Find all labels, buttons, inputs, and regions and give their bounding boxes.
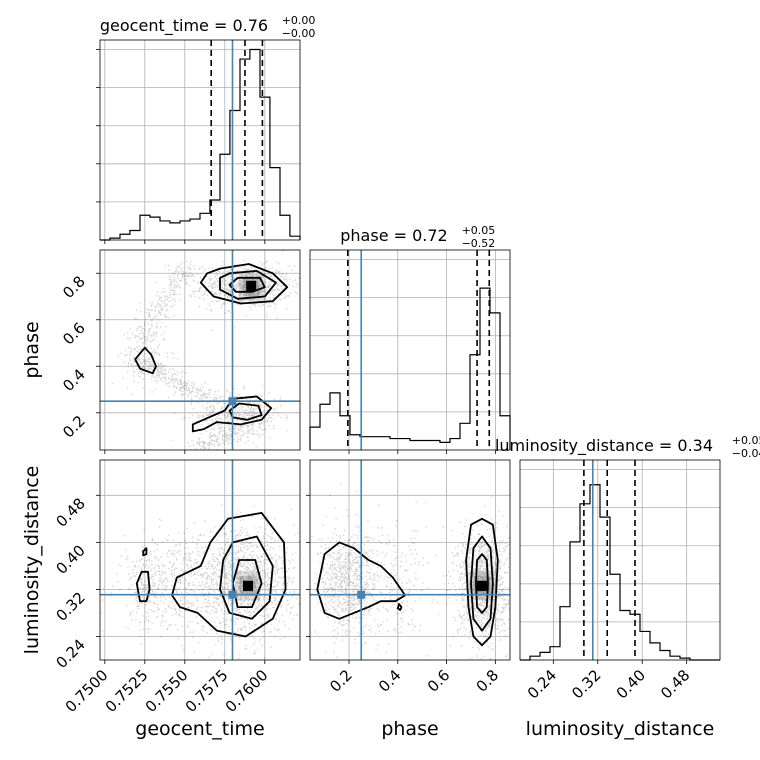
title-lower-error: −0.00 <box>282 27 316 40</box>
x-tick-label-geocent_time: 0.7575 <box>182 666 232 716</box>
y-tick-label-phase: 0.6 <box>59 319 89 349</box>
y-axis-label-phase: phase <box>21 321 43 378</box>
title-value: geocent_time = 0.76 <box>100 16 268 36</box>
y-tick-label-phase: 0.8 <box>59 272 89 302</box>
scatter-layer <box>100 504 300 659</box>
panel-scatter-geocent_time-luminosity_distance <box>96 459 301 664</box>
contour-level <box>135 570 151 603</box>
axes-frame <box>519 459 721 661</box>
axes-frame <box>99 459 301 661</box>
panel-scatter-geocent_time-phase <box>96 249 301 454</box>
title-upper-error: +0.00 <box>282 14 316 27</box>
density-peak-bin <box>246 281 257 292</box>
contour-level <box>219 535 274 620</box>
x-tick-label-geocent_time: 0.7525 <box>102 666 152 716</box>
x-tick-label-luminosity_distance: 0.32 <box>568 666 604 702</box>
panel-hist-luminosity_distance: luminosity_distance = 0.34 +0.05−0.04 <box>495 434 760 664</box>
histogram-step-phase <box>309 287 511 450</box>
contour-level <box>142 547 148 557</box>
x-tick-label-luminosity_distance: 0.40 <box>613 666 649 702</box>
x-tick-label-phase: 0.6 <box>424 666 454 696</box>
y-tick-label-luminosity_distance: 0.24 <box>52 636 88 672</box>
posterior-samples <box>111 250 300 450</box>
truth-marker <box>228 590 237 599</box>
x-tick-label-phase: 0.8 <box>473 666 503 696</box>
x-tick-label-geocent_time: 0.7550 <box>142 666 192 716</box>
contour-level <box>470 535 494 632</box>
x-tick-label-luminosity_distance: 0.48 <box>657 666 693 702</box>
panel-hist-geocent_time: geocent_time = 0.76 +0.00−0.00 <box>96 14 315 244</box>
contour-level <box>475 553 489 614</box>
density-peak-bin <box>243 580 253 591</box>
axes-frame <box>309 459 511 661</box>
x-tick-label-luminosity_distance: 0.24 <box>524 666 560 702</box>
title-value: phase = 0.72 <box>340 226 447 245</box>
density-peak-bin <box>476 580 487 591</box>
contour-level <box>191 395 273 433</box>
x-axis-label-geocent_time: geocent_time <box>135 718 264 740</box>
axes-frame <box>99 39 301 241</box>
title-upper-error: +0.05 <box>462 224 496 237</box>
axes-frame <box>309 249 511 451</box>
truth-marker <box>228 397 237 406</box>
x-tick-label-geocent_time: 0.7600 <box>222 666 272 716</box>
posterior-samples <box>311 483 510 660</box>
contour-level <box>134 346 157 375</box>
y-tick-label-phase: 0.2 <box>59 412 89 442</box>
contour-level <box>465 517 499 647</box>
posterior-samples <box>100 504 300 659</box>
contour-level <box>228 402 263 421</box>
title-upper-error: +0.05 <box>732 434 760 447</box>
y-tick-label-luminosity_distance: 0.48 <box>52 494 88 530</box>
contour-level <box>219 270 277 300</box>
y-tick-label-luminosity_distance: 0.32 <box>52 589 88 625</box>
title-phase: phase = 0.72 <box>340 226 447 245</box>
x-axis-label-luminosity_distance: luminosity_distance <box>526 718 715 740</box>
title-geocent_time: geocent_time = 0.76 <box>100 16 268 36</box>
x-tick-label-phase: 0.2 <box>326 666 356 696</box>
scatter-layer <box>111 250 300 450</box>
x-axis-label-phase: phase <box>381 718 438 740</box>
scatter-layer <box>311 483 510 660</box>
histogram-step-luminosity_distance <box>520 484 720 661</box>
axes-frame <box>99 249 301 451</box>
contour-level <box>199 263 289 305</box>
panel-hist-phase: phase = 0.72 +0.05−0.52 <box>309 224 511 454</box>
x-tick-label-geocent_time: 0.7500 <box>62 666 112 716</box>
contour-level <box>316 541 406 620</box>
contour-level <box>171 512 287 638</box>
truth-marker <box>357 590 366 599</box>
x-tick-label-phase: 0.4 <box>375 666 405 696</box>
title-luminosity_distance: luminosity_distance = 0.34 <box>495 436 713 456</box>
title-lower-error: −0.04 <box>732 447 760 460</box>
y-tick-label-luminosity_distance: 0.40 <box>52 541 88 577</box>
title-lower-error: −0.52 <box>462 237 496 250</box>
panel-scatter-phase-luminosity_distance <box>306 459 511 664</box>
y-axis-label-luminosity_distance: luminosity_distance <box>21 466 43 655</box>
contour-level <box>228 277 266 293</box>
contour-level <box>396 603 403 611</box>
y-tick-label-phase: 0.4 <box>59 365 89 395</box>
histogram-step-geocent_time <box>100 48 301 241</box>
title-value: luminosity_distance = 0.34 <box>495 436 713 456</box>
